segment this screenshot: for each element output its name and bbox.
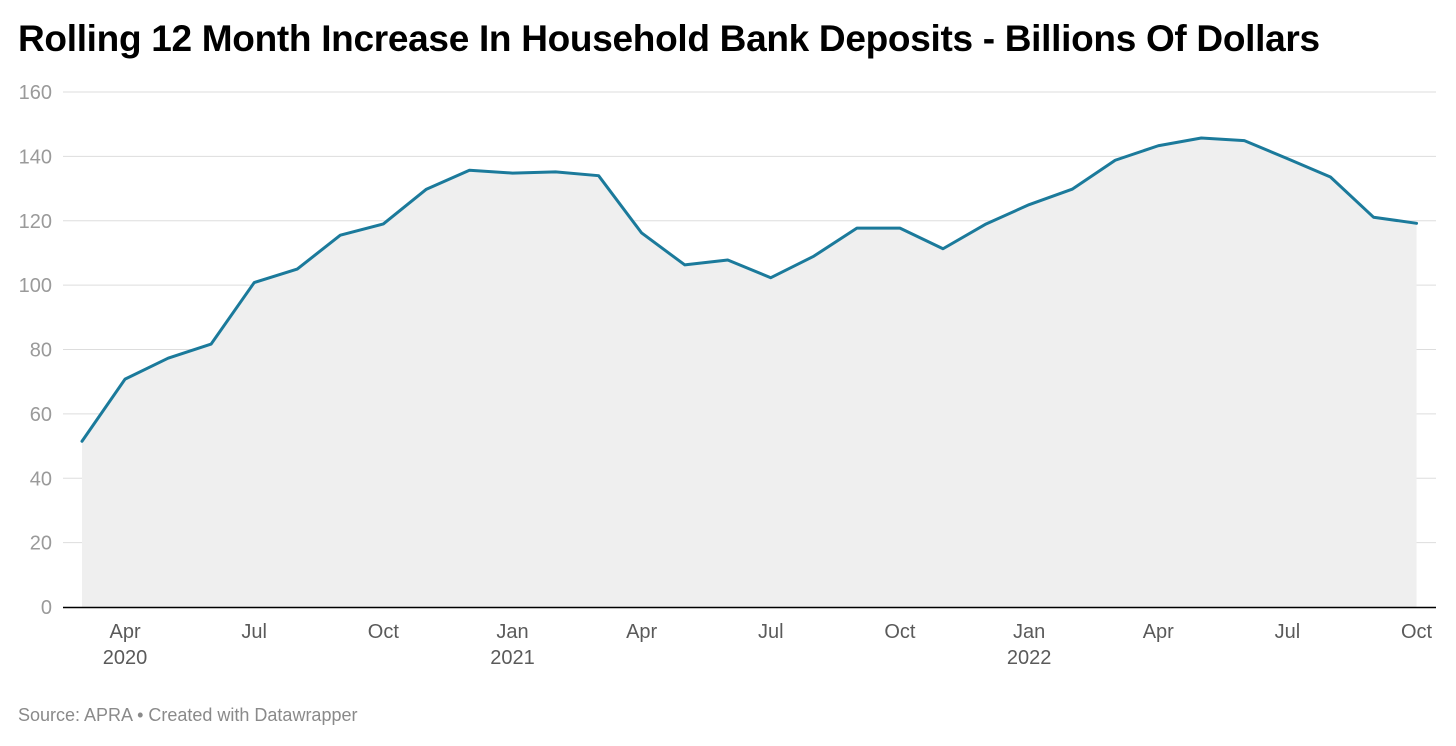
x-tick-label: Oct [368, 621, 400, 643]
x-tick-label: Apr [1143, 621, 1174, 643]
x-tick-label: Apr [626, 621, 657, 643]
series-line [80, 136, 1419, 443]
y-axis-tick-labels: 0 20 40 60 80 100 120 140 160 [19, 82, 52, 619]
area-fill-layer [82, 138, 1417, 607]
y-tick-label: 120 [19, 211, 52, 233]
series-area-fill [82, 138, 1417, 607]
x-tick-label: Apr [109, 621, 140, 643]
x-tick-label: Jul [758, 621, 784, 643]
y-tick-label: 140 [19, 146, 52, 168]
x-tick-year-label: 2020 [103, 647, 148, 669]
x-tick-year-label: 2022 [1007, 647, 1052, 669]
source-note: Source: APRA • Created with Datawrapper [18, 705, 358, 725]
x-tick-label: Jul [1275, 621, 1301, 643]
x-tick-year-label: 2021 [490, 647, 535, 669]
series-line-layer [80, 136, 1419, 443]
x-tick-label: Oct [884, 621, 916, 643]
x-axis-tick-labels: Apr 2020 Jul Oct Jan 2021 Apr Jul Oct Jan 2022 Apr J… [103, 621, 1433, 669]
y-tick-label: 40 [30, 468, 52, 490]
y-tick-label: 20 [30, 533, 52, 555]
y-tick-label: 60 [30, 404, 52, 426]
x-tick-label: Jul [241, 621, 267, 643]
x-tick-label: Jan [496, 621, 528, 643]
x-tick-label: Oct [1401, 621, 1433, 643]
y-tick-label: 0 [41, 597, 52, 619]
chart-title: Rolling 12 Month Increase In Household B… [18, 18, 1320, 59]
y-tick-label: 160 [19, 82, 52, 104]
x-tick-label: Jan [1013, 621, 1045, 643]
y-tick-label: 100 [19, 275, 52, 297]
y-tick-label: 80 [30, 340, 52, 362]
